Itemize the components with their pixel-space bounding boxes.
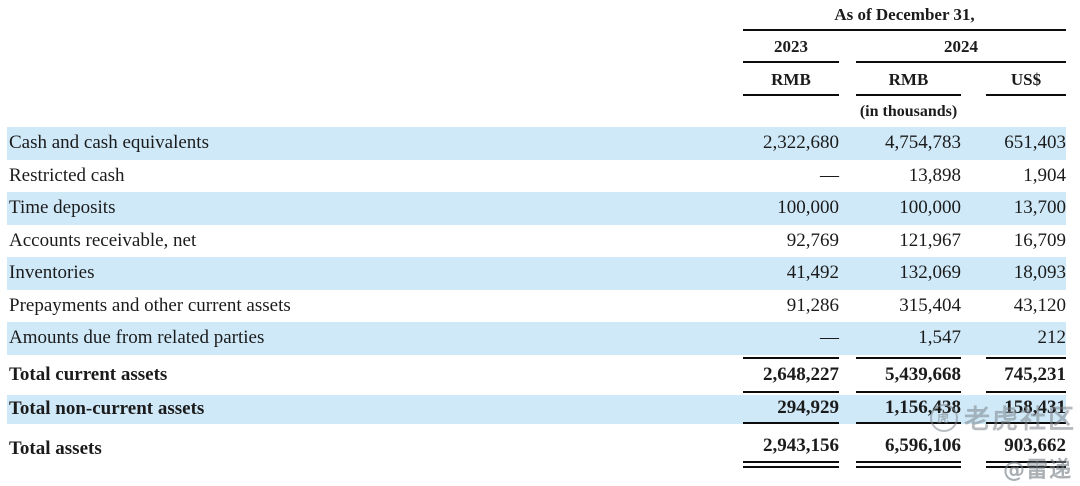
value-2023-rmb: 91,286 — [786, 294, 839, 316]
balance-sheet-table: As of December 31, 2023 2024 RMB RMB US$… — [7, 0, 1066, 468]
header-rmb-2024: RMB — [856, 63, 961, 96]
header-as-of-december: As of December 31, — [743, 0, 1066, 31]
row-label: Inventories — [9, 262, 95, 284]
value-2024-usd: 1,904 — [1023, 164, 1066, 186]
tiger-community-watermark-text: 老虎社区 — [963, 405, 1076, 435]
column-gap — [961, 225, 986, 258]
value-2024-usd: 745,231 — [986, 356, 1066, 393]
table-row-related-parties: Amounts due from related parties — 1,547… — [7, 322, 1066, 355]
value-2023-rmb: — — [820, 164, 839, 186]
column-gap — [839, 192, 856, 225]
column-gap — [839, 63, 856, 96]
row-label: Amounts due from related parties — [9, 327, 265, 349]
header-year-2023: 2023 — [743, 31, 839, 63]
value-2023-rmb: 2,322,680 — [763, 132, 839, 154]
header-in-thousands: (in thousands) — [859, 102, 958, 120]
row-label: Restricted cash — [9, 164, 125, 186]
value-2024-usd: 158,431 — [986, 395, 1066, 424]
column-gap — [839, 357, 856, 393]
leidi-watermark: @雷递 — [1003, 452, 1072, 484]
column-gap — [839, 322, 856, 355]
column-gap — [961, 357, 986, 393]
header-empty-cell — [7, 63, 743, 96]
column-gap — [839, 395, 856, 424]
value-2023-rmb: — — [820, 327, 839, 349]
value-2024-rmb: 13,898 — [908, 164, 961, 186]
row-label: Total non-current assets — [9, 398, 205, 419]
table-row-prepayments: Prepayments and other current assets 91,… — [7, 290, 1066, 323]
header-row-currencies: RMB RMB US$ — [7, 63, 1066, 96]
table-row-accounts-receivable: Accounts receivable, net 92,769 121,967 … — [7, 225, 1066, 258]
value-2024-rmb: 1,547 — [918, 327, 961, 349]
column-gap — [961, 290, 986, 323]
row-label: Prepayments and other current assets — [9, 294, 291, 316]
value-2024-usd: 16,709 — [1013, 229, 1066, 251]
leidi-watermark-text: @雷递 — [1002, 458, 1072, 483]
column-gap — [961, 257, 986, 290]
value-2023-rmb: 2,648,227 — [743, 356, 839, 393]
value-2024-usd: 43,120 — [1013, 294, 1066, 316]
table-row-inventories: Inventories 41,492 132,069 18,093 — [7, 257, 1066, 290]
header-empty-cell — [743, 96, 839, 127]
table-row-total-noncurrent-assets: Total non-current assets 294,929 1,156,4… — [7, 394, 1066, 424]
value-2024-usd: 212 — [1037, 327, 1067, 349]
table-row-restricted-cash: Restricted cash — 13,898 1,904 — [7, 160, 1066, 193]
value-2023-rmb: 41,492 — [786, 262, 839, 284]
column-gap — [839, 290, 856, 323]
header-usd-2024: US$ — [986, 63, 1066, 96]
column-gap — [839, 160, 856, 193]
value-2024-usd: 651,403 — [1004, 132, 1066, 154]
header-empty-cell — [986, 96, 1066, 127]
column-gap — [839, 96, 856, 127]
column-gap — [961, 431, 986, 468]
tiger-community-watermark: 虎 老虎社区 — [929, 399, 1076, 436]
value-2024-rmb: 121,967 — [899, 229, 961, 251]
column-gap — [961, 322, 986, 355]
header-row-asof: As of December 31, — [7, 0, 1066, 31]
value-2024-usd: 903,662 — [986, 431, 1066, 468]
value-2024-rmb: 315,404 — [899, 294, 961, 316]
column-gap — [961, 96, 986, 127]
column-gap — [839, 257, 856, 290]
value-2024-rmb: 4,754,783 — [885, 132, 961, 154]
table-row-cash: Cash and cash equivalents 2,322,680 4,75… — [7, 127, 1066, 160]
table-row-total-assets: Total assets 2,943,156 6,596,106 903,662 — [7, 431, 1066, 468]
column-gap — [839, 431, 856, 468]
column-gap — [961, 192, 986, 225]
row-label: Time deposits — [9, 197, 116, 219]
column-gap — [839, 127, 856, 160]
value-2024-rmb: 6,596,106 — [856, 431, 961, 468]
value-2024-rmb: 5,439,668 — [856, 356, 961, 393]
value-2024-usd: 18,093 — [1013, 262, 1066, 284]
column-gap — [961, 160, 986, 193]
header-empty-cell — [7, 31, 743, 63]
row-label: Total assets — [9, 438, 102, 459]
header-empty-cell — [7, 0, 743, 31]
table-row-total-current-assets: Total current assets 2,648,227 5,439,668… — [7, 356, 1066, 393]
column-gap — [839, 225, 856, 258]
column-gap — [961, 63, 986, 96]
value-2024-rmb: 132,069 — [899, 262, 961, 284]
column-gap — [961, 127, 986, 160]
header-empty-cell — [7, 96, 743, 127]
value-2023-rmb: 100,000 — [777, 197, 839, 219]
value-2023-rmb: 92,769 — [786, 229, 839, 251]
column-gap — [839, 31, 856, 63]
header-year-2024: 2024 — [856, 31, 1066, 63]
value-2023-rmb: 294,929 — [743, 395, 839, 424]
row-label: Accounts receivable, net — [9, 229, 197, 251]
row-label: Total current assets — [9, 363, 168, 385]
value-2023-rmb: 2,943,156 — [743, 431, 839, 468]
value-2024-rmb: 100,000 — [899, 197, 961, 219]
header-rmb-2023: RMB — [743, 63, 839, 96]
header-row-thousands: (in thousands) — [7, 96, 1066, 127]
header-row-years: 2023 2024 — [7, 31, 1066, 63]
value-2024-usd: 13,700 — [1013, 197, 1066, 219]
table-row-time-deposits: Time deposits 100,000 100,000 13,700 — [7, 192, 1066, 225]
row-label: Cash and cash equivalents — [9, 132, 209, 154]
tiger-logo-watermark-icon: 虎 — [929, 403, 958, 432]
